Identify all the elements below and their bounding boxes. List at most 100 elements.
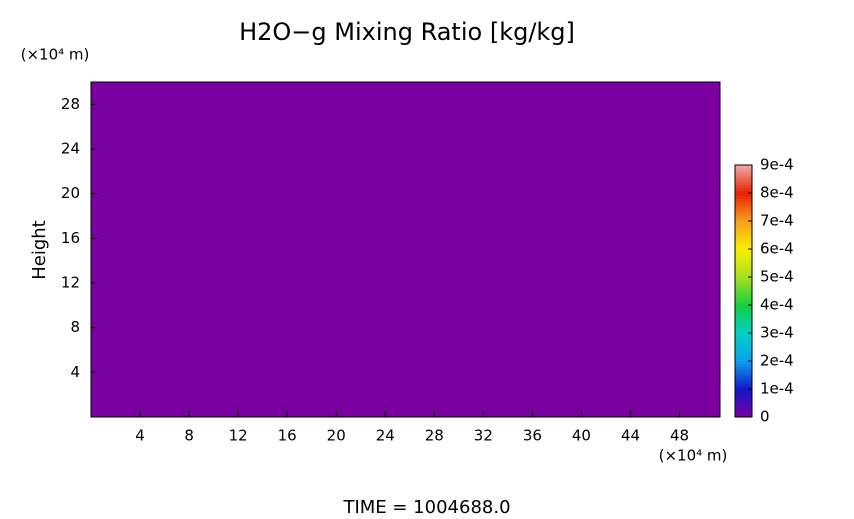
colorbar-step <box>735 338 752 342</box>
footer-time: TIME = 1004688.0 <box>342 497 510 518</box>
y-tick-label: 20 <box>61 184 80 202</box>
colorbar-step <box>735 268 752 272</box>
colorbar-tick-label: 0 <box>760 408 770 426</box>
colorbar-step <box>735 319 752 323</box>
colorbar-step <box>735 377 752 382</box>
x-tick-label: 20 <box>327 427 346 445</box>
colorbar-tick-label: 8e-4 <box>760 184 794 202</box>
x-tick-label: 24 <box>376 427 395 445</box>
field <box>91 82 720 417</box>
colorbar-step <box>735 302 752 306</box>
colorbar-step <box>735 380 752 384</box>
colorbar-step <box>735 358 752 362</box>
x-tick-label: 8 <box>184 427 194 445</box>
colorbar-step <box>735 391 752 396</box>
colorbar-step <box>735 193 752 197</box>
y-tick-label: 24 <box>61 140 80 158</box>
colorbar-step <box>735 310 752 314</box>
colorbar-step <box>735 170 752 174</box>
colorbar-step <box>735 274 752 278</box>
colorbar-tick-label: 9e-4 <box>760 156 794 174</box>
colorbar-step <box>735 330 752 334</box>
colorbar-step <box>735 277 752 281</box>
colorbar-tick-label: 1e-4 <box>760 380 794 398</box>
field-background <box>91 82 720 417</box>
colorbar-step <box>735 195 752 200</box>
x-tick-label: 16 <box>278 427 297 445</box>
colorbar-step <box>735 181 752 186</box>
colorbar-step <box>735 375 752 379</box>
colorbar-step <box>735 383 752 387</box>
y-unit-label: (×10⁴ m) <box>21 46 90 64</box>
colorbar-step <box>735 251 752 256</box>
colorbar-step <box>735 223 752 228</box>
colorbar-step <box>735 316 752 320</box>
colorbar-step <box>735 279 752 284</box>
y-tick-label: 12 <box>61 274 80 292</box>
colorbar-step <box>735 403 752 407</box>
colorbar-step <box>735 226 752 230</box>
colorbar-step <box>735 167 752 172</box>
x-tick-label: 12 <box>229 427 248 445</box>
colorbar-step <box>735 335 752 340</box>
colorbar-step <box>735 173 752 177</box>
colorbar-step <box>735 341 752 345</box>
colorbar-step <box>735 235 752 239</box>
x-tick-label: 44 <box>621 427 640 445</box>
x-axis-label: (×10⁴ m) <box>659 447 728 465</box>
colorbar-step <box>735 237 752 242</box>
chart-title: H2O−g Mixing Ratio [kg/kg] <box>239 18 575 46</box>
colorbar-step <box>735 324 752 328</box>
colorbar-step <box>735 229 752 233</box>
colorbar-step <box>735 333 752 337</box>
colorbar-step <box>735 307 752 312</box>
colorbar-tick-label: 6e-4 <box>760 240 794 258</box>
y-tick-label: 8 <box>70 318 80 336</box>
colorbar-tick-label: 5e-4 <box>760 268 794 286</box>
axes: 4 8 12 16 20 24 28 32 36 40 44 4848121620242801e-42… <box>61 81 794 445</box>
colorbar-step <box>735 260 752 264</box>
colorbar-step <box>735 349 752 354</box>
colorbar-step <box>735 249 752 253</box>
x-tick-label: 48 <box>670 427 689 445</box>
colorbar-step <box>735 179 752 183</box>
colorbar-step <box>735 254 752 258</box>
x-tick-label: 36 <box>523 427 542 445</box>
colorbar-step <box>735 212 752 216</box>
colorbar-step <box>735 232 752 236</box>
colorbar-step <box>735 344 752 348</box>
colorbar-step <box>735 288 752 292</box>
colorbar-step <box>735 207 752 211</box>
colorbar-step <box>735 408 752 412</box>
colorbar-step <box>735 293 752 298</box>
colorbar-step <box>735 285 752 289</box>
x-tick-label: 28 <box>425 427 444 445</box>
colorbar-step <box>735 321 752 326</box>
colorbar-step <box>735 221 752 225</box>
colorbar-step <box>735 400 752 404</box>
colorbar-step <box>735 327 752 331</box>
colorbar-step <box>735 386 752 390</box>
y-tick-label: 28 <box>61 95 80 113</box>
colorbar-step <box>735 296 752 300</box>
colorbar-step <box>735 366 752 370</box>
colorbar-step <box>735 305 752 309</box>
colorbar-step <box>735 209 752 214</box>
colorbar-step <box>735 257 752 261</box>
colorbar-step <box>735 204 752 208</box>
colorbar-frame <box>734 164 753 418</box>
colorbar-step <box>735 201 752 205</box>
colorbar-step <box>735 363 752 368</box>
colorbar-step <box>735 389 752 393</box>
colorbar-step <box>735 240 752 244</box>
colorbar-step <box>735 372 752 376</box>
colorbar-step <box>735 291 752 295</box>
colorbar-tick-label: 2e-4 <box>760 352 794 370</box>
colorbar-step <box>735 414 752 418</box>
colorbar-tick-label: 7e-4 <box>760 212 794 230</box>
colorbar-step <box>735 184 752 188</box>
colorbar-step <box>735 361 752 365</box>
x-tick-label: 40 <box>572 427 591 445</box>
x-tick-label: 32 <box>474 427 493 445</box>
